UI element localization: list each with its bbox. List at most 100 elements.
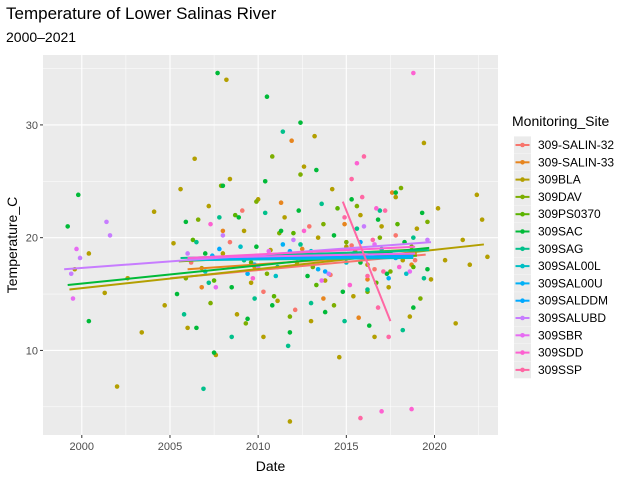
legend-key-point <box>520 177 525 182</box>
data-point <box>220 183 226 189</box>
data-point <box>425 266 430 272</box>
data-point <box>77 255 83 261</box>
y-axis: 10 20 30 <box>26 120 43 357</box>
legend-item: 309SAC <box>514 222 583 240</box>
data-point <box>322 269 328 274</box>
data-point <box>326 271 331 277</box>
y-tick-label: 20 <box>26 233 38 245</box>
trend-line <box>69 243 484 291</box>
data-point <box>349 243 354 248</box>
data-point <box>299 246 305 252</box>
legend-title: Monitoring_Site <box>512 113 609 129</box>
data-point <box>211 350 217 355</box>
legend-label: 309SDD <box>538 346 584 360</box>
data-point <box>389 190 395 195</box>
data-point <box>347 282 353 288</box>
data-point <box>400 327 406 333</box>
trend-lines <box>64 201 484 322</box>
data-point <box>407 269 413 274</box>
legend-key-point <box>520 211 525 217</box>
data-point <box>273 273 279 279</box>
data-point <box>425 219 430 225</box>
data-point <box>414 226 420 231</box>
data-point <box>266 248 272 254</box>
data-point <box>245 316 250 322</box>
data-point <box>208 221 213 227</box>
data-point <box>238 244 243 249</box>
legend-item: 309SSP <box>514 361 582 379</box>
data-point <box>361 154 367 159</box>
data-point <box>428 277 434 282</box>
legend-item: 309SBR <box>514 326 583 344</box>
legend-key-point <box>520 246 525 252</box>
data-point <box>377 208 383 213</box>
data-point <box>361 224 367 229</box>
data-point <box>479 217 485 222</box>
data-point <box>199 284 205 290</box>
data-point <box>382 208 388 213</box>
trend-line <box>187 256 414 262</box>
data-point <box>280 129 286 134</box>
data-point <box>312 133 317 139</box>
data-point <box>278 228 284 234</box>
data-point <box>227 176 233 182</box>
data-point <box>359 194 365 200</box>
data-point <box>421 275 427 281</box>
data-point <box>183 219 189 225</box>
data-point <box>358 212 363 218</box>
data-point <box>202 251 208 256</box>
data-point <box>269 303 275 308</box>
data-point <box>435 206 441 211</box>
data-point <box>308 318 314 324</box>
data-point <box>319 278 324 283</box>
data-point <box>195 217 201 222</box>
data-point <box>171 241 176 246</box>
legend-item: 309PS0370 <box>514 205 601 223</box>
chart-title: Temperature of Lower Salinas River <box>6 4 277 23</box>
data-point <box>396 264 402 270</box>
legend-key-point <box>520 350 525 355</box>
trend-line <box>187 245 416 259</box>
data-point <box>239 208 245 213</box>
data-point <box>194 325 199 331</box>
data-point <box>351 294 356 299</box>
data-point <box>342 318 347 324</box>
data-point <box>291 230 296 236</box>
data-point <box>68 271 74 277</box>
data-point <box>384 271 390 277</box>
data-point <box>271 294 277 299</box>
legend-key-point <box>520 229 525 234</box>
data-point <box>282 215 287 220</box>
data-point <box>474 192 480 198</box>
trend-line <box>341 201 392 322</box>
data-point <box>393 194 399 200</box>
data-point <box>275 298 280 304</box>
data-point <box>331 233 337 238</box>
legend-item: 309-SALIN-33 <box>514 153 614 171</box>
data-point <box>379 224 384 229</box>
data-point <box>306 224 312 229</box>
data-point <box>356 315 361 321</box>
data-point <box>365 277 370 282</box>
data-point <box>292 307 298 313</box>
trend-line <box>187 254 414 261</box>
data-point <box>372 266 377 272</box>
x-axis: 2000 2005 2010 2015 2020 <box>70 435 447 453</box>
data-point <box>264 271 270 277</box>
legend-key-point <box>520 194 525 200</box>
legend-item: 309SAL00U <box>514 274 603 292</box>
data-point <box>190 237 196 243</box>
data-point <box>386 275 391 281</box>
data-point <box>301 228 307 234</box>
legend-label: 309SALDDM <box>538 294 608 308</box>
chart-subtitle: 2000–2021 <box>6 29 76 45</box>
data-point <box>227 239 233 245</box>
legend-key-point <box>520 142 525 148</box>
legend-item: 309BLA <box>514 171 581 188</box>
data-point <box>342 221 347 227</box>
data-point <box>467 262 473 268</box>
data-point <box>185 251 190 256</box>
data-point <box>162 303 167 308</box>
data-point <box>201 386 206 392</box>
